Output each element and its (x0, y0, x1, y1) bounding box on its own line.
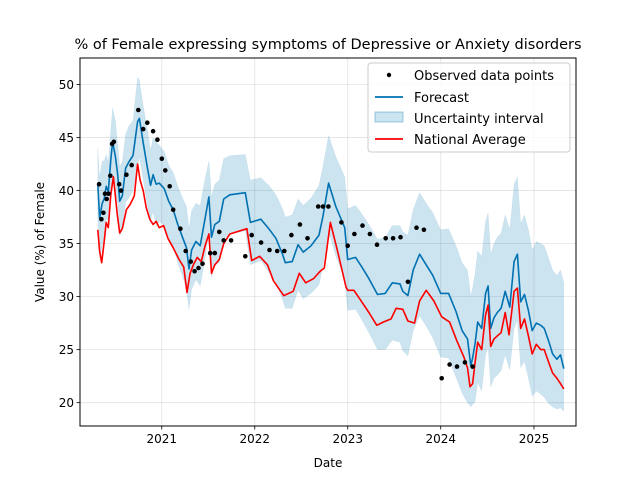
x-tick-label: 2024 (425, 432, 456, 446)
observed-data-point (183, 248, 188, 254)
observed-data-point (274, 248, 280, 254)
observed-data-point (192, 268, 197, 274)
observed-data-point (96, 181, 102, 187)
observed-data-point (267, 247, 272, 253)
observed-data-point (136, 107, 141, 113)
observed-data-point (243, 253, 248, 259)
observed-data-point (297, 222, 303, 227)
observed-data-point (360, 223, 365, 228)
observed-data-point (258, 240, 264, 245)
legend: Observed data points Forecast Uncertaint… (367, 62, 571, 153)
observed-data-point (374, 242, 380, 247)
y-axis-label: Value (%) of Female (33, 182, 47, 302)
observed-data-point (405, 279, 411, 285)
y-tick-label: 35 (59, 237, 74, 251)
observed-data-point (196, 265, 201, 271)
y-tick-label: 20 (59, 396, 74, 410)
observed-data-point (326, 204, 331, 209)
observed-data-point (462, 360, 468, 365)
y-tick-label: 45 (59, 131, 74, 145)
legend-patch-uncertainty (374, 111, 404, 123)
observed-data-point (150, 128, 156, 134)
observed-data-point (167, 184, 172, 189)
observed-data-point (99, 216, 104, 222)
observed-data-point (163, 168, 168, 173)
x-tick-label: 2025 (519, 432, 550, 446)
x-tick-label: 2023 (332, 432, 363, 446)
observed-data-point (289, 232, 294, 238)
observed-data-point (106, 191, 111, 196)
observed-data-point (221, 238, 226, 243)
observed-data-point (129, 162, 134, 168)
observed-data-point (383, 236, 389, 241)
observed-data-point (118, 188, 124, 193)
observed-data-point (200, 261, 205, 267)
legend-label-uncertainty: Uncertainty interval (414, 112, 544, 127)
observed-data-point (315, 204, 321, 209)
forecast-line (97, 117, 565, 369)
legend-label-observed: Observed data points (414, 69, 554, 84)
observed-data-point (108, 173, 113, 178)
national-average-line (97, 163, 565, 390)
observed-data-point (470, 364, 475, 369)
observed-data-point (447, 362, 452, 367)
observed-data-point (124, 172, 129, 177)
observed-data-point (102, 191, 108, 196)
y-axis-ticks: 20 25 30 35 40 45 50 (59, 78, 80, 410)
y-tick-label: 50 (59, 78, 74, 92)
observed-data-point (439, 376, 445, 381)
observed-data-point (212, 250, 218, 256)
x-tick-label: 2021 (147, 432, 178, 446)
observed-data-point (414, 225, 419, 230)
observed-data-point (367, 231, 373, 237)
observed-data-point (339, 220, 344, 225)
observed-data-point (228, 238, 234, 243)
legend-marker-observed (386, 72, 392, 78)
legend-box (367, 62, 571, 153)
observed-data-point (111, 139, 117, 145)
x-axis-ticks: 2021 2022 2023 2024 2025 (147, 426, 550, 446)
observed-data-point (305, 236, 310, 241)
observed-data-point (104, 196, 109, 202)
uncertainty-band-layer (97, 76, 565, 412)
observed-data-point (398, 234, 403, 240)
observed-data-point (320, 204, 326, 209)
observed-data-point (140, 126, 146, 132)
observed-points-layer (96, 107, 475, 381)
y-tick-label: 30 (59, 290, 74, 304)
uncertainty-band (97, 76, 565, 412)
chart-title: % of Female expressing symptoms of Depre… (74, 37, 581, 53)
observed-data-point (101, 210, 106, 216)
observed-data-point (421, 227, 427, 233)
observed-data-point (217, 229, 222, 235)
observed-data-point (390, 236, 396, 241)
plot-frame (79, 57, 577, 427)
legend-label-national: National Average (414, 133, 526, 148)
observed-data-point (170, 207, 176, 212)
observed-data-point (282, 248, 287, 254)
x-axis-label: Date (314, 456, 343, 470)
observed-data-point (352, 231, 357, 237)
observed-data-point (249, 232, 254, 238)
observed-data-point (159, 156, 165, 161)
y-tick-label: 25 (59, 343, 74, 357)
y-tick-label: 40 (59, 184, 74, 198)
observed-data-point (345, 243, 351, 248)
observed-data-point (454, 364, 460, 369)
observed-data-point (178, 226, 183, 231)
line-layer (97, 117, 565, 390)
observed-data-point (116, 181, 122, 187)
x-tick-label: 2022 (239, 432, 270, 446)
observed-data-point (188, 259, 194, 264)
observed-data-point (145, 120, 150, 125)
observed-data-point (155, 137, 160, 142)
legend-label-forecast: Forecast (414, 91, 469, 106)
observed-data-point (207, 250, 213, 256)
